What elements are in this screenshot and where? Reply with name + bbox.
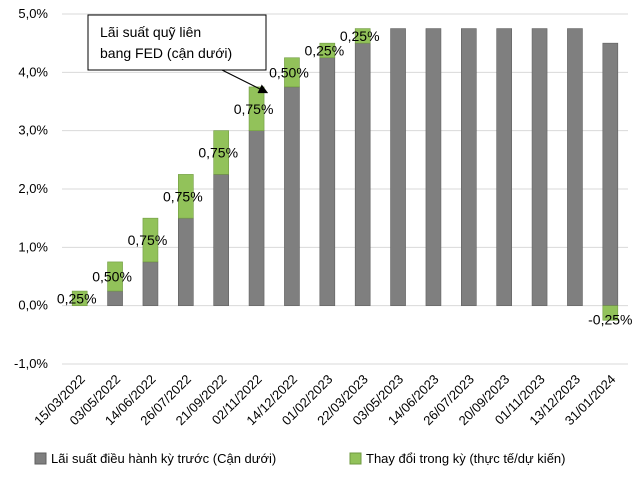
annotation-line-2: bang FED (cận dưới): [100, 45, 232, 61]
bar-base: [284, 86, 300, 306]
bar-base: [213, 174, 229, 306]
data-label: 0,75%: [163, 188, 203, 204]
legend: Lãi suất điều hành kỳ trước (Cận dưới) T…: [34, 451, 566, 466]
data-label: 0,25%: [340, 28, 380, 44]
bar-base: [567, 28, 583, 306]
annotation-box: [87, 14, 267, 71]
bar-base: [531, 28, 548, 306]
bar-base: [319, 57, 336, 306]
bar-change: [178, 174, 194, 219]
bars: [71, 28, 619, 321]
bar-base: [354, 42, 371, 306]
data-labels: 0,25% 0,50% 0,75% 0,75% 0,75% 0,75% 0,50% 0,25%…: [57, 28, 633, 327]
bar-base: [248, 130, 265, 306]
bar-change: [213, 130, 229, 175]
data-label: 0,50%: [269, 64, 309, 80]
bar-change: [142, 217, 159, 263]
legend-label-change: Thay đổi trong kỳ (thực tế/dự kiến): [366, 451, 566, 466]
y-tick-label: -1,0%: [14, 356, 48, 371]
data-label: 0,25%: [304, 42, 344, 58]
y-tick-label: 4,0%: [18, 64, 48, 79]
data-label: 0,25%: [57, 290, 97, 306]
bar-base: [390, 28, 406, 306]
y-axis-tick-labels: -1,0% 0,0% 1,0% 2,0% 3,0% 4,0% 5,0%: [14, 6, 48, 371]
bar-change: [354, 28, 371, 44]
data-label: 0,75%: [128, 232, 168, 248]
bar-change: [602, 305, 619, 321]
annotation-line-1: Lãi suất quỹ liên: [100, 24, 201, 40]
y-tick-label: 2,0%: [18, 181, 48, 196]
legend-swatch-change: [349, 452, 362, 465]
x-axis-tick-labels: 15/03/202203/05/202214/06/202226/07/2022…: [31, 372, 618, 429]
bar-change: [319, 42, 336, 59]
legend-label-base: Lãi suất điều hành kỳ trước (Cận dưới): [51, 451, 276, 466]
annotation-callout: Lãi suất quỹ liên bang FED (cận dưới): [87, 14, 269, 94]
y-tick-label: 5,0%: [18, 6, 48, 21]
legend-swatch-base: [34, 452, 47, 465]
bar-base: [142, 261, 159, 306]
bar-base: [425, 28, 442, 306]
bar-change: [107, 261, 123, 292]
bar-base: [178, 217, 194, 306]
y-tick-label: 3,0%: [18, 123, 48, 138]
bar-change: [71, 290, 88, 306]
bar-base: [602, 42, 619, 306]
data-label: 0,75%: [198, 145, 238, 161]
data-label: 0,75%: [234, 101, 274, 117]
data-label: -0,25%: [588, 311, 632, 327]
bar-change: [284, 57, 300, 88]
y-tick-label: 1,0%: [18, 239, 48, 254]
data-label: 0,50%: [92, 269, 132, 285]
bar-base: [107, 290, 123, 306]
bar-base: [461, 28, 477, 306]
annotation-arrow: [221, 69, 269, 94]
bar-base: [496, 28, 512, 306]
y-tick-label: 0,0%: [18, 298, 48, 313]
